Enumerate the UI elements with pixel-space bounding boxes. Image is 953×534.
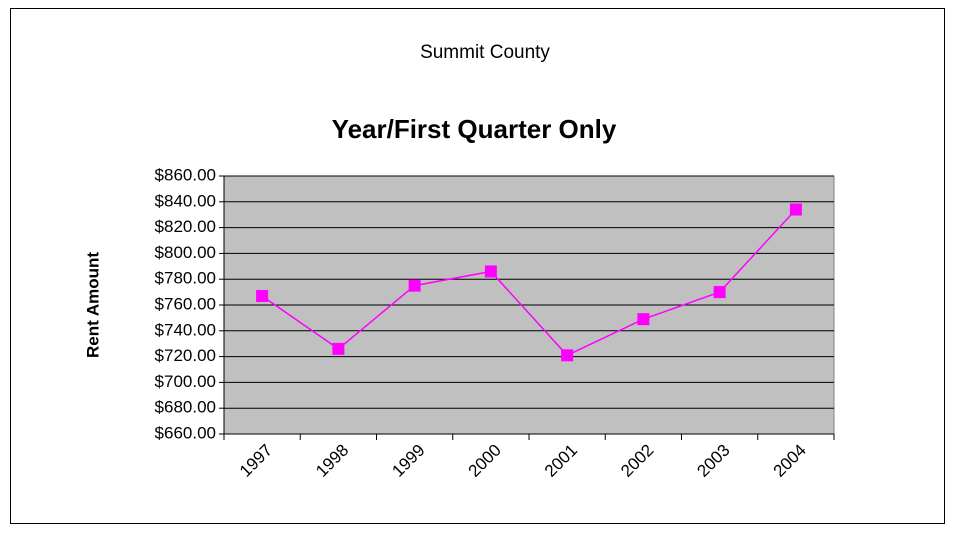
y-tick-label: $740.00: [155, 320, 216, 339]
chart-title: Summit County: [420, 42, 550, 63]
y-tick-label: $760.00: [155, 294, 216, 313]
y-tick-label: $780.00: [155, 269, 216, 288]
point-marker: [256, 289, 269, 302]
y-tick-label: $700.00: [155, 372, 216, 391]
point-marker: [408, 279, 421, 292]
y-tick-label: $680.00: [155, 398, 216, 417]
y-tick-label: $840.00: [155, 191, 216, 210]
point-marker: [637, 313, 650, 326]
y-tick-label: $820.00: [155, 217, 216, 236]
chart-subtitle: Year/First Quarter Only: [332, 114, 617, 144]
point-marker: [484, 265, 497, 278]
point-marker: [561, 349, 574, 362]
y-axis-label: Rent Amount: [83, 252, 102, 358]
point-marker: [713, 286, 726, 299]
y-tick-label: $720.00: [155, 346, 216, 365]
point-marker: [789, 203, 802, 216]
y-tick-label: $660.00: [155, 423, 216, 442]
series-line: [261, 208, 797, 357]
y-tick-label: $860.00: [155, 165, 216, 184]
point-marker: [332, 342, 345, 355]
y-tick-label: $800.00: [155, 243, 216, 262]
